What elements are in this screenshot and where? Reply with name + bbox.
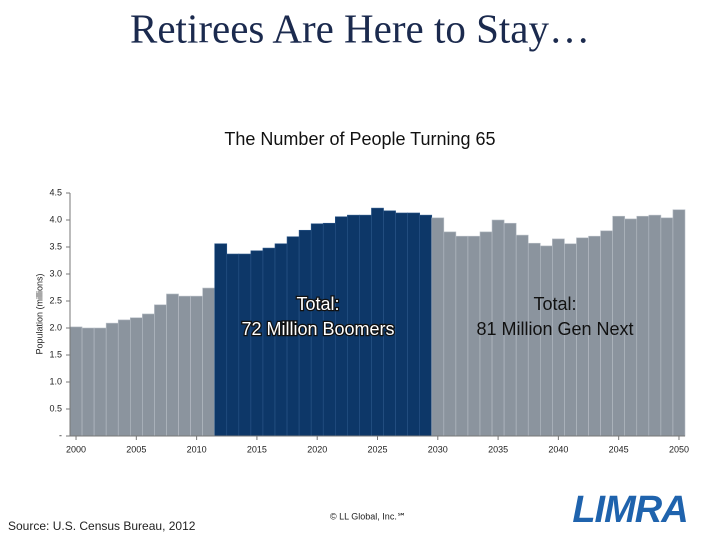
x-tick-label: 2035 (488, 444, 508, 454)
bar (81, 327, 95, 437)
annotation: 72 Million Boomers (241, 319, 394, 339)
bar (166, 293, 179, 437)
y-tick-label: 3.0 (49, 268, 62, 278)
bar (395, 212, 408, 437)
annotation: Total: (296, 294, 339, 314)
y-axis-label: Population (millions) (34, 273, 44, 354)
x-tick-label: 2025 (367, 444, 387, 454)
y-tick-label: 0.5 (49, 403, 62, 413)
bar (262, 247, 276, 437)
bar (214, 243, 228, 437)
bar (250, 250, 264, 437)
x-tick-label: 2000 (66, 444, 86, 454)
bar (178, 295, 191, 437)
y-tick-label: 1.0 (49, 376, 62, 386)
bar (154, 304, 167, 437)
x-tick-label: 2030 (428, 444, 448, 454)
x-tick-label: 2040 (548, 444, 568, 454)
bar (129, 317, 143, 437)
bar (274, 243, 288, 437)
logo: LIMRA (572, 489, 687, 531)
bar (564, 243, 577, 437)
x-tick-label: 2010 (187, 444, 207, 454)
bar (105, 322, 119, 437)
y-tick-label: 4.0 (49, 214, 62, 224)
bar (636, 215, 650, 437)
bar (69, 326, 83, 437)
x-tick-label: 2045 (609, 444, 629, 454)
bar (202, 287, 216, 437)
y-tick-label: - (59, 430, 62, 440)
bar (648, 214, 662, 437)
bar (443, 231, 457, 437)
bar (672, 209, 686, 437)
x-tick-label: 2015 (247, 444, 267, 454)
y-tick-label: 3.5 (49, 241, 62, 251)
bar (142, 313, 155, 437)
source: Source: U.S. Census Bureau, 2012 (8, 519, 196, 533)
bar (539, 245, 553, 437)
bar (455, 235, 469, 437)
copyright: © LL Global, Inc.℠ (330, 511, 406, 521)
bar (226, 253, 240, 437)
chart-title: The Number of People Turning 65 (224, 129, 495, 149)
bar (660, 217, 674, 437)
bar (527, 242, 541, 437)
y-tick-label: 2.0 (49, 322, 62, 332)
x-tick-label: 2005 (126, 444, 146, 454)
bar (419, 214, 433, 437)
bar (93, 327, 107, 437)
bar (238, 253, 252, 437)
y-tick-label: 1.5 (49, 349, 62, 359)
y-tick-label: 4.5 (49, 187, 62, 197)
annotation: Total: (533, 294, 576, 314)
x-tick-label: 2050 (669, 444, 689, 454)
bar (190, 295, 203, 437)
slide-title: Retirees Are Here to Stay… (130, 5, 590, 51)
bar (117, 319, 131, 437)
bar (407, 212, 421, 437)
bar (431, 217, 445, 437)
y-tick-label: 2.5 (49, 295, 62, 305)
x-tick-label: 2020 (307, 444, 327, 454)
annotation: 81 Million Gen Next (476, 319, 633, 339)
